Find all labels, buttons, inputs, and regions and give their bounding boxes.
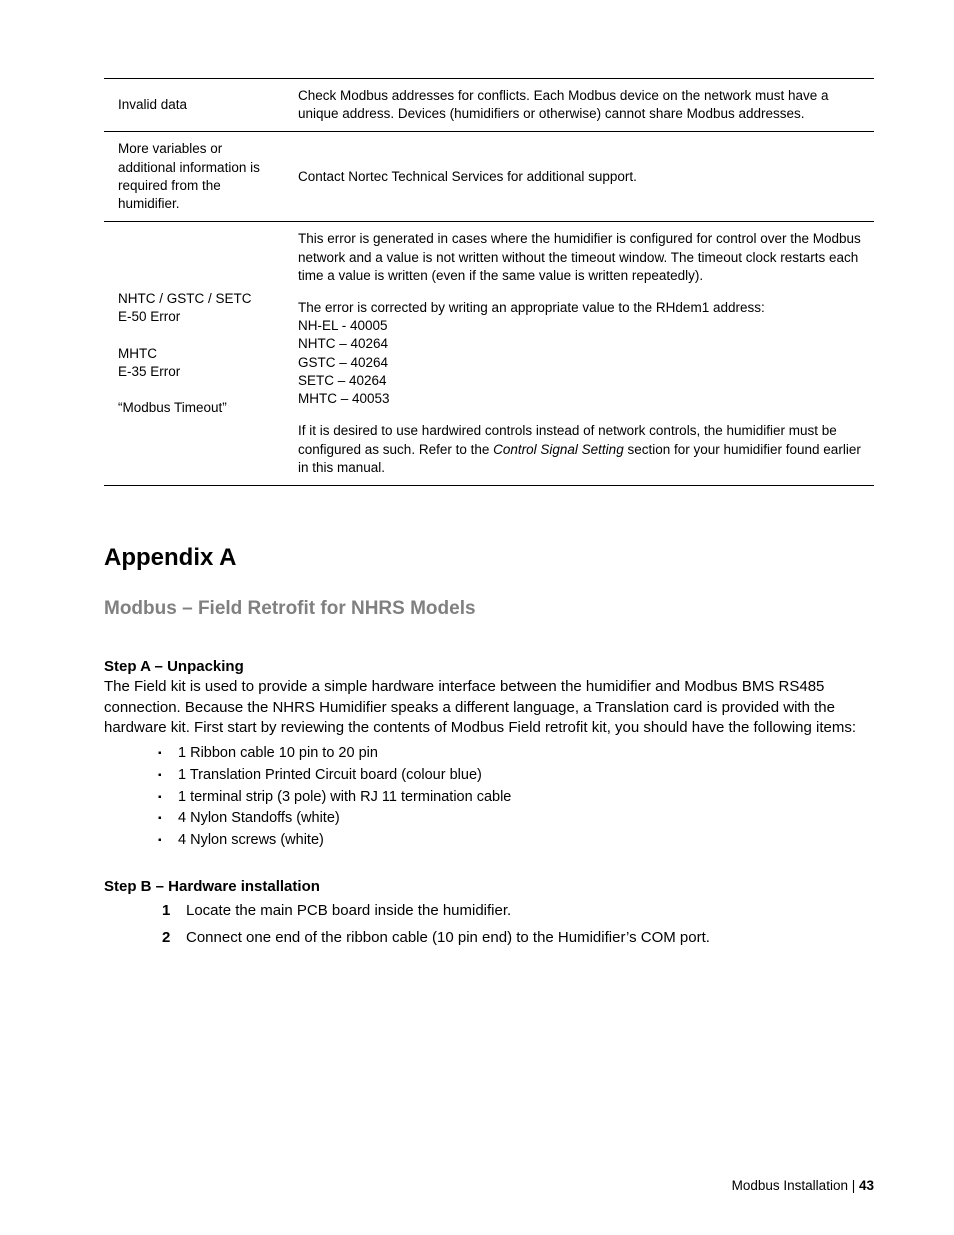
list-item: 4 Nylon screws (white)	[178, 830, 874, 852]
table-row: Invalid data Check Modbus addresses for …	[104, 79, 874, 132]
error-label: “Modbus Timeout”	[118, 399, 274, 417]
list-item: 2Connect one end of the ribbon cable (10…	[162, 926, 874, 949]
list-item: 1Locate the main PCB board inside the hu…	[162, 899, 874, 922]
error-name-cell: Invalid data	[104, 79, 284, 132]
step-number: 2	[162, 926, 186, 949]
error-line: NHTC – 40264	[298, 335, 864, 353]
document-page: Invalid data Check Modbus addresses for …	[0, 0, 954, 1235]
step-a-label: Step A – Unpacking	[104, 658, 874, 675]
footer-label: Modbus Installation |	[732, 1178, 859, 1193]
error-paragraph: If it is desired to use hardwired contro…	[298, 422, 864, 477]
error-desc-cell: Contact Nortec Technical Services for ad…	[284, 132, 874, 222]
error-code: MHTC	[118, 345, 274, 363]
error-line: MHTC – 40053	[298, 390, 864, 408]
step-b-label: Step B – Hardware installation	[104, 878, 874, 895]
step-a-items: 1 Ribbon cable 10 pin to 20 pin 1 Transl…	[104, 743, 874, 852]
error-line: NH-EL - 40005	[298, 317, 864, 335]
table-row: More variables or additional information…	[104, 132, 874, 222]
step-text: Locate the main PCB board inside the hum…	[186, 902, 511, 919]
error-desc-cell: This error is generated in cases where t…	[284, 222, 874, 486]
error-line: SETC – 40264	[298, 372, 864, 390]
table-row: NHTC / GSTC / SETC E-50 Error MHTC E-35 …	[104, 222, 874, 486]
page-number: 43	[859, 1178, 874, 1193]
error-name-cell: NHTC / GSTC / SETC E-50 Error MHTC E-35 …	[104, 222, 284, 486]
step-number: 1	[162, 899, 186, 922]
error-paragraph: This error is generated in cases where t…	[298, 230, 864, 285]
step-a-body: The Field kit is used to provide a simpl…	[104, 677, 874, 739]
error-desc-cell: Check Modbus addresses for conflicts. Ea…	[284, 79, 874, 132]
error-paragraph: The error is corrected by writing an app…	[298, 299, 864, 408]
list-item: 1 terminal strip (3 pole) with RJ 11 ter…	[178, 787, 874, 809]
error-code: E-50 Error	[118, 308, 274, 326]
error-line: GSTC – 40264	[298, 354, 864, 372]
error-name-cell: More variables or additional information…	[104, 132, 284, 222]
error-line: The error is corrected by writing an app…	[298, 299, 864, 317]
list-item: 1 Ribbon cable 10 pin to 20 pin	[178, 743, 874, 765]
appendix-heading: Appendix A	[104, 544, 874, 572]
page-footer: Modbus Installation | 43	[732, 1178, 874, 1193]
error-text-italic: Control Signal Setting	[493, 442, 624, 457]
step-text: Connect one end of the ribbon cable (10 …	[186, 929, 710, 946]
list-item: 4 Nylon Standoffs (white)	[178, 808, 874, 830]
error-code: NHTC / GSTC / SETC	[118, 290, 274, 308]
error-table: Invalid data Check Modbus addresses for …	[104, 78, 874, 486]
error-code: E-35 Error	[118, 363, 274, 381]
appendix-subheading: Modbus – Field Retrofit for NHRS Models	[104, 598, 874, 620]
step-b-steps: 1Locate the main PCB board inside the hu…	[104, 899, 874, 950]
list-item: 1 Translation Printed Circuit board (col…	[178, 765, 874, 787]
